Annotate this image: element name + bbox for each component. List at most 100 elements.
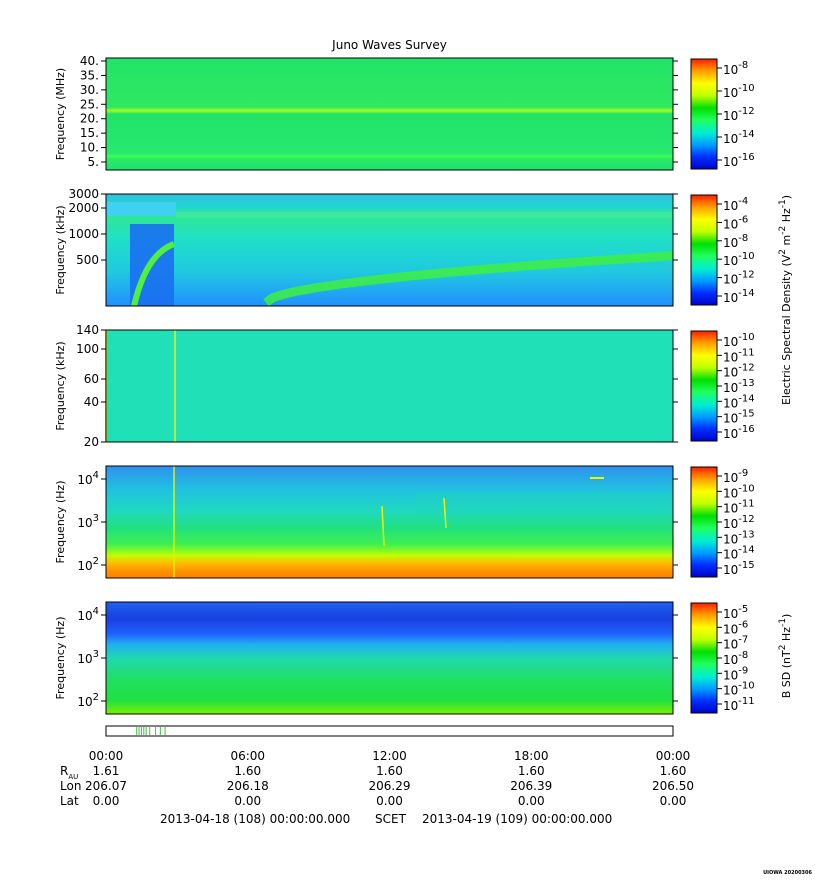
- y-tick-label: 104: [77, 470, 99, 487]
- colorbar-tick-label: 10-9: [723, 665, 748, 682]
- colorbar-tick-label: 10-14: [723, 545, 755, 562]
- start-time: 2013-04-18 (108) 00:00:00.000: [160, 812, 350, 826]
- ephemeris-value: 1.60: [234, 764, 261, 778]
- colorbar-tick-label: 10-8: [723, 233, 748, 250]
- chart-title: Juno Waves Survey: [331, 38, 447, 52]
- y-tick-label: 10.: [80, 141, 99, 155]
- panel-frame: [105, 57, 674, 171]
- colorbar-tick-label: 10-8: [723, 60, 748, 77]
- colorbar-tick-label: 10-10: [723, 681, 755, 698]
- mode-strip: [105, 725, 674, 737]
- colorbar-tick-label: 10-11: [723, 347, 755, 364]
- time-tick-label: 00:00: [656, 749, 691, 763]
- colorbar-tick-label: 10-4: [723, 196, 748, 213]
- colorbar: [690, 58, 718, 170]
- colorbar: [690, 330, 718, 442]
- spectrogram-panel-1-image: [106, 58, 673, 170]
- y-axis-label: Frequency (MHz): [54, 68, 67, 160]
- khz-band-line: [176, 212, 673, 218]
- rising-emission-curve: [263, 251, 674, 307]
- colorbar-tick-label: 10-12: [723, 270, 755, 287]
- ephemeris-value: 206.39: [510, 779, 552, 793]
- time-tick-label: 18:00: [514, 749, 549, 763]
- colorbar-tick-label: 10-6: [723, 619, 748, 636]
- ephemeris-value: 1.61: [93, 764, 120, 778]
- y-tick-label: 103: [77, 513, 99, 530]
- y-tick-label: 40: [84, 395, 99, 409]
- ephemeris-label: Lat: [60, 794, 79, 808]
- y-tick-label: 1000: [68, 227, 99, 241]
- colorbar-tick-label: 10-11: [723, 696, 755, 713]
- electric-spectral-density-label: Electric Spectral Density (V2 m-2 Hz-1): [778, 195, 793, 405]
- y-tick-label: 40.: [80, 54, 99, 68]
- time-tick-label: 06:00: [230, 749, 265, 763]
- colorbar-tick-label: 10-10: [723, 251, 755, 268]
- y-tick-label: 2000: [68, 201, 99, 215]
- y-tick-label: 15.: [80, 126, 99, 140]
- colorbar-tick-label: 10-8: [723, 650, 748, 667]
- colorbar-tick-label: 10-10: [723, 332, 755, 349]
- y-axis-label: Frequency (Hz): [54, 481, 67, 564]
- spectrogram-panel-1: 40.35.30.25.20.15.10.5. Frequency (MHz) 10…: [54, 54, 755, 171]
- colorbar-tick-label: 10-14: [723, 393, 755, 410]
- time-tick-label: 12:00: [372, 749, 407, 763]
- ephemeris-value: 0.00: [93, 794, 120, 808]
- y-tick-label: 5.: [88, 155, 99, 169]
- colorbar-tick-label: 10-5: [723, 604, 748, 621]
- ephemeris-value: 206.50: [652, 779, 694, 793]
- colorbar-tick-label: 10-15: [723, 560, 755, 577]
- colorbar-tick-label: 10-11: [723, 499, 755, 516]
- ephemeris-value: 206.07: [85, 779, 127, 793]
- colorbar-tick-label: 10-12: [723, 363, 755, 380]
- y-tick-label: 104: [77, 606, 99, 623]
- y-tick-label: 20: [84, 435, 99, 449]
- colorbar-tick-label: 10-13: [723, 378, 755, 395]
- y-tick-label: 103: [77, 649, 99, 666]
- y-tick-label: 25.: [80, 97, 99, 111]
- ephemeris-value: 206.29: [369, 779, 411, 793]
- time-axis: 00:001.61206.070.0006:001.60206.180.0012…: [60, 749, 694, 826]
- ephemeris-value: 1.60: [518, 764, 545, 778]
- upper-shift-region: [416, 492, 673, 514]
- colorbar-tick-label: 10-10: [723, 83, 755, 100]
- ephemeris-value: 1.60: [660, 764, 687, 778]
- colorbar: [690, 602, 718, 714]
- colorbar-tick-label: 10-14: [723, 129, 755, 146]
- time-frame: SCET: [375, 812, 407, 826]
- y-axis-label: Frequency (kHz): [54, 205, 67, 294]
- ephemeris-label: Lon: [60, 779, 81, 793]
- colorbar-tick-label: 10-6: [723, 214, 748, 231]
- ephemeris-value: 206.18: [227, 779, 269, 793]
- y-axis-label: Frequency (kHz): [54, 341, 67, 430]
- y-tick-label: 500: [76, 253, 99, 267]
- y-tick-label: 3000: [68, 187, 99, 201]
- ephemeris-value: 0.00: [376, 794, 403, 808]
- colorbar-tick-label: 10-13: [723, 529, 755, 546]
- spectrogram-panel-5-image: [106, 602, 673, 714]
- colorbar-tick-label: 10-10: [723, 483, 755, 500]
- panel-frame: [105, 329, 674, 443]
- spike-line-3: [443, 497, 447, 529]
- colorbar-tick-label: 10-12: [723, 514, 755, 531]
- ephemeris-value: 1.60: [376, 764, 403, 778]
- colorbar-tick-label: 10-14: [723, 288, 755, 305]
- spectrogram-panel-2-image: [106, 194, 673, 306]
- mode-strip-frame: [105, 725, 674, 737]
- early-band-block: [106, 202, 176, 216]
- time-tick-label: 00:00: [89, 749, 124, 763]
- y-tick-label: 100: [76, 342, 99, 356]
- b-sd-label: B SD (nT2 Hz-1): [778, 614, 793, 699]
- colorbar: [690, 466, 718, 578]
- ephemeris-value: 0.00: [660, 794, 687, 808]
- colorbar: [690, 194, 718, 306]
- end-time: 2013-04-19 (109) 00:00:00.000: [422, 812, 612, 826]
- y-tick-label: 102: [77, 692, 99, 709]
- y-tick-label: 140: [76, 323, 99, 337]
- colorbar-tick-label: 10-16: [723, 424, 755, 441]
- colorbar-tick-label: 10-7: [723, 635, 748, 652]
- panel-frame: [105, 193, 674, 307]
- version-stamp: UIOWA 20200306: [763, 870, 812, 876]
